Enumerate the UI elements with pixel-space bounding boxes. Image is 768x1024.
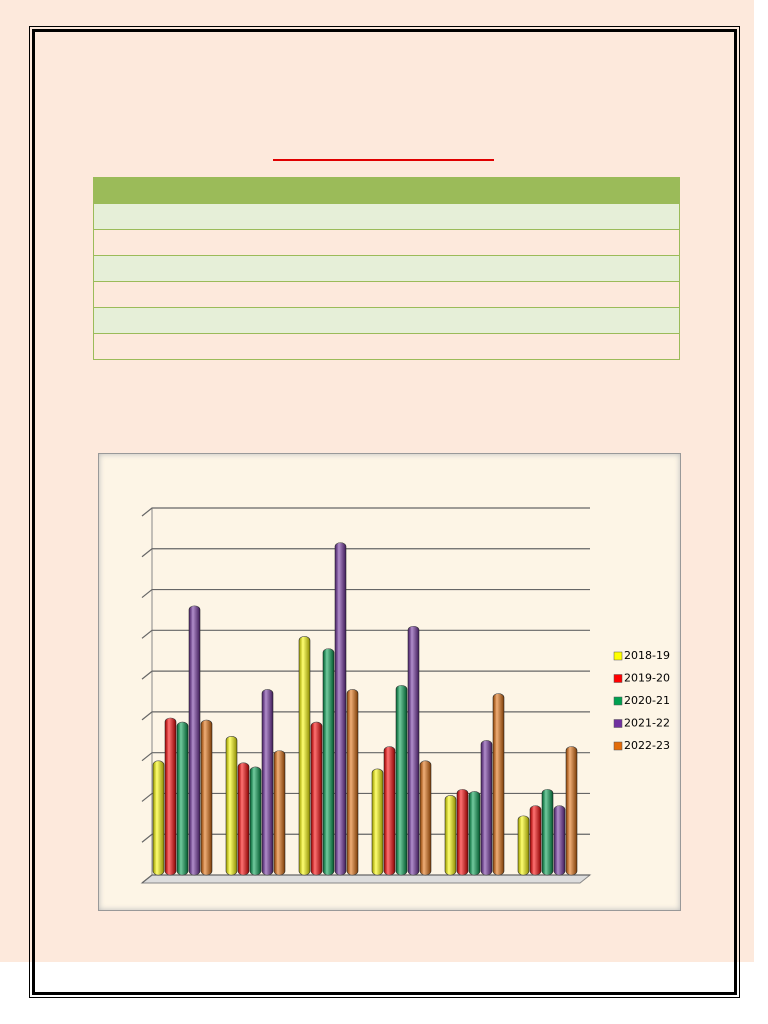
bar	[152, 760, 165, 876]
bar-shade	[189, 605, 200, 875]
legend-label: 2020-21	[624, 694, 670, 707]
bar	[395, 685, 408, 876]
bar	[480, 740, 493, 876]
bar-shade	[457, 789, 468, 875]
table-row	[93, 307, 680, 334]
legend-swatch	[613, 651, 623, 661]
bar-shade	[250, 766, 261, 875]
bar	[492, 693, 505, 876]
grid-line	[141, 752, 590, 762]
bar	[541, 789, 554, 876]
bar-shade	[335, 542, 346, 875]
bar	[529, 805, 542, 876]
bar-shade	[566, 746, 577, 875]
bar-shade	[396, 685, 407, 875]
bar-shade	[408, 626, 419, 875]
bar	[261, 689, 274, 876]
grid-line	[141, 588, 590, 599]
bar	[565, 746, 578, 876]
bar-shade	[384, 746, 395, 875]
bar-shade	[542, 789, 553, 875]
legend-label: 2021-22	[624, 717, 670, 730]
bar-shade	[262, 689, 273, 875]
bar-shade	[238, 762, 249, 875]
legend-swatch	[613, 674, 623, 683]
floor	[140, 874, 592, 884]
grid-line	[141, 711, 590, 721]
bar-shade	[177, 722, 188, 875]
bar	[444, 795, 457, 876]
bar-shade	[420, 760, 431, 875]
bar	[346, 689, 359, 876]
bar-shade	[299, 636, 310, 875]
bar	[553, 805, 566, 876]
table-row	[93, 203, 680, 230]
table-row	[93, 333, 680, 360]
bar-shade	[311, 722, 322, 875]
page-border	[29, 26, 740, 998]
bar	[310, 721, 323, 876]
legend-label: 2018-19	[624, 649, 670, 662]
bar	[468, 791, 481, 876]
bar-shade	[226, 736, 237, 875]
bar	[334, 542, 347, 876]
bar-shade	[445, 795, 456, 875]
bar	[273, 750, 286, 876]
bar	[419, 760, 432, 876]
legend-label: 2019-20	[624, 672, 670, 685]
bar-shade	[323, 648, 334, 875]
bar	[237, 762, 250, 876]
bar-shade	[554, 805, 565, 875]
bar	[383, 746, 396, 876]
bar-shade	[469, 791, 480, 875]
bar	[164, 717, 177, 876]
bar	[407, 625, 420, 876]
legend-swatch	[613, 719, 623, 728]
bar-shade	[493, 693, 504, 875]
grid-line	[141, 507, 590, 517]
bar	[456, 789, 469, 876]
bar-shade	[274, 750, 285, 875]
legend-label: 2022-23	[624, 739, 670, 752]
table	[93, 177, 680, 360]
bar-shade	[347, 689, 358, 875]
bar-shade	[153, 760, 164, 875]
bar	[249, 766, 262, 876]
grid-line	[141, 629, 590, 639]
bar	[322, 648, 335, 876]
bar-shade	[530, 805, 541, 875]
bar-shade	[481, 740, 492, 875]
grid-line	[141, 792, 590, 802]
bar-shade	[201, 720, 212, 875]
legend-swatch	[613, 696, 623, 706]
grid-line	[141, 670, 590, 680]
bar-shade	[372, 768, 383, 875]
bar-shade	[165, 718, 176, 875]
bar	[188, 605, 201, 876]
bar-shade	[518, 815, 529, 875]
bar	[225, 736, 238, 876]
bar	[371, 768, 384, 876]
grid-line	[141, 874, 590, 884]
bar	[298, 636, 311, 876]
grid-line	[141, 548, 590, 558]
title-underline	[273, 159, 494, 161]
grid-line	[141, 833, 590, 843]
header-row	[93, 177, 680, 204]
bar	[200, 719, 213, 876]
legend-swatch	[613, 741, 623, 751]
table-row	[93, 229, 680, 256]
bar	[176, 721, 189, 876]
bar	[517, 815, 530, 876]
